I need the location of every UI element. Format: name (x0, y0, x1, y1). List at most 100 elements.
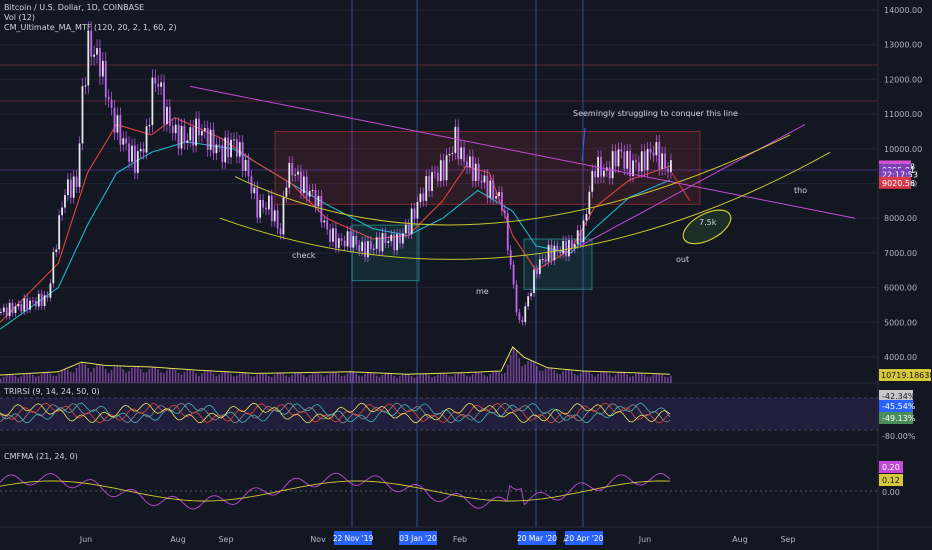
volume-bar (224, 371, 226, 383)
volume-bar (626, 374, 628, 383)
candle-body (343, 240, 346, 247)
volume-bar (419, 374, 422, 383)
volume-bar (273, 374, 276, 383)
price-tick-label: 5000.00 (884, 318, 917, 327)
x-axis-label: Sep (218, 535, 233, 544)
volume-bar (297, 372, 299, 383)
candle-body (585, 214, 588, 221)
candle-body (556, 245, 559, 252)
candle-body (466, 161, 468, 168)
volume-bar (265, 374, 267, 383)
x-axis-label: Jun (638, 535, 652, 544)
x-axis-label: Feb (453, 535, 467, 544)
candle-body (346, 231, 349, 247)
candle-body (431, 172, 433, 192)
volume-bar (110, 369, 113, 383)
volume-bar (655, 373, 658, 383)
volume-bar (425, 374, 427, 383)
volume-bar (128, 370, 130, 383)
candle-body (154, 77, 157, 84)
volume-bar (218, 374, 221, 383)
volume-bar (597, 373, 599, 383)
volume-ma-line (0, 346, 671, 376)
volume-bar (457, 373, 459, 383)
candle-body (396, 234, 398, 251)
candle-body (17, 304, 20, 307)
volume-bar (201, 373, 203, 383)
candle-body (139, 149, 142, 152)
candle-body (282, 196, 285, 235)
rising-trendline (579, 124, 806, 247)
candle-body (579, 230, 582, 243)
volume-bar (206, 370, 209, 383)
price-badge-label: 22:17:53 (882, 171, 918, 180)
volume-bar (486, 376, 489, 383)
volume-bar (151, 367, 154, 383)
volume-bar (305, 377, 308, 383)
candle-body (332, 228, 334, 242)
volume-bar (536, 365, 538, 383)
volume-bar (212, 373, 215, 383)
volume-bar (291, 374, 293, 383)
volume-bar (17, 377, 20, 383)
candle-body (87, 30, 90, 86)
candle-body (302, 176, 305, 194)
candle-body (568, 240, 570, 257)
volume-bar (107, 373, 110, 383)
candle-body (26, 298, 29, 310)
candle-body (96, 48, 98, 55)
volume-bar (317, 372, 320, 383)
volume-bar (259, 373, 261, 383)
volume-bar (658, 373, 660, 383)
volume-bar (562, 371, 564, 383)
volume-bar (300, 373, 302, 383)
candle-body (367, 241, 369, 258)
candle-body (171, 125, 174, 134)
volume-bar (358, 375, 360, 383)
candle-body (136, 151, 139, 173)
candle-body (14, 306, 17, 314)
x-axis-label: Aug (170, 535, 186, 544)
candle-body (623, 151, 626, 169)
candle-body (49, 283, 52, 298)
volume-bar (480, 372, 483, 383)
candle-body (168, 106, 171, 126)
bowl-arc (234, 134, 791, 226)
candle-body (230, 139, 232, 158)
candle-body (253, 187, 256, 194)
candle-body (20, 304, 23, 312)
volume-bar (369, 372, 372, 383)
candle-body (99, 48, 101, 77)
candle-body (145, 126, 148, 153)
volume-bar (489, 373, 491, 383)
candle-body (81, 86, 84, 144)
volume-bar (579, 372, 582, 383)
candle-body (515, 284, 518, 313)
volume-bar (78, 364, 81, 383)
candle-body (474, 163, 477, 182)
candle-body (416, 202, 419, 219)
candle-body (110, 99, 113, 108)
volume-bar (340, 375, 343, 383)
volume-bar (518, 358, 521, 383)
date-badge (565, 531, 603, 545)
candle-body (247, 159, 250, 177)
candle-body (189, 127, 192, 141)
candle-body (256, 187, 259, 218)
candle-body (180, 125, 183, 149)
candle-body (268, 195, 270, 210)
volume-bar (326, 375, 328, 383)
candle-body (570, 240, 573, 249)
candle-body (273, 210, 276, 222)
volume-bar (393, 375, 395, 383)
cmf-signal-line (0, 480, 670, 502)
volume-bar (116, 365, 119, 383)
volume-bar (416, 376, 419, 383)
candle-body (314, 190, 317, 207)
candle-body (393, 234, 396, 251)
rsi-line (0, 402, 671, 424)
candle-body (530, 293, 532, 297)
date-badge-label: 20 Mar '20 (517, 534, 557, 543)
candle-body (355, 236, 358, 245)
